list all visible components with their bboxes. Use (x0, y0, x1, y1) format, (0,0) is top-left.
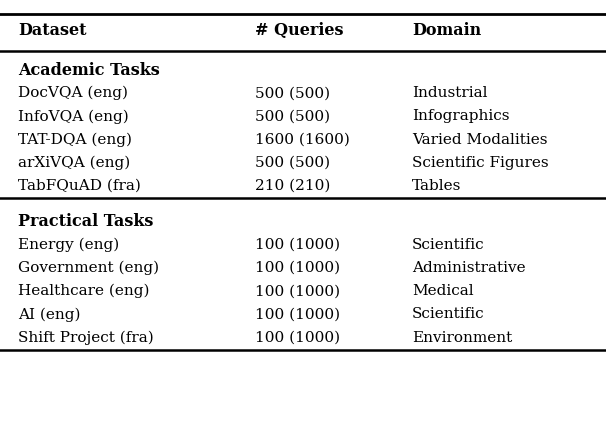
Text: 100 (1000): 100 (1000) (255, 330, 339, 345)
Text: Medical: Medical (412, 284, 474, 298)
Text: Scientific: Scientific (412, 238, 485, 252)
Text: Administrative: Administrative (412, 261, 526, 275)
Text: 100 (1000): 100 (1000) (255, 307, 339, 322)
Text: Environment: Environment (412, 330, 512, 345)
Text: Academic Tasks: Academic Tasks (18, 62, 160, 78)
Text: Scientific: Scientific (412, 307, 485, 322)
Text: 500 (500): 500 (500) (255, 86, 330, 100)
Text: 210 (210): 210 (210) (255, 179, 330, 193)
Text: 500 (500): 500 (500) (255, 109, 330, 124)
Text: Infographics: Infographics (412, 109, 510, 124)
Text: Government (eng): Government (eng) (18, 261, 159, 275)
Text: TAT-DQA (eng): TAT-DQA (eng) (18, 132, 132, 147)
Text: 100 (1000): 100 (1000) (255, 284, 339, 298)
Text: AI (eng): AI (eng) (18, 307, 81, 322)
Text: Shift Project (fra): Shift Project (fra) (18, 330, 154, 345)
Text: 1600 (1600): 1600 (1600) (255, 132, 350, 147)
Text: Domain: Domain (412, 22, 481, 39)
Text: # Queries: # Queries (255, 22, 343, 39)
Text: 100 (1000): 100 (1000) (255, 238, 339, 252)
Text: Dataset: Dataset (18, 22, 87, 39)
Text: DocVQA (eng): DocVQA (eng) (18, 86, 128, 100)
Text: arXiVQA (eng): arXiVQA (eng) (18, 156, 130, 170)
Text: 100 (1000): 100 (1000) (255, 261, 339, 275)
Text: InfoVQA (eng): InfoVQA (eng) (18, 109, 129, 124)
Text: TabFQuAD (fra): TabFQuAD (fra) (18, 179, 141, 193)
Text: Industrial: Industrial (412, 86, 488, 100)
Text: Scientific Figures: Scientific Figures (412, 156, 548, 170)
Text: Practical Tasks: Practical Tasks (18, 213, 153, 230)
Text: Energy (eng): Energy (eng) (18, 238, 119, 252)
Text: Healthcare (eng): Healthcare (eng) (18, 284, 150, 298)
Text: Tables: Tables (412, 179, 461, 193)
Text: Varied Modalities: Varied Modalities (412, 132, 548, 147)
Text: 500 (500): 500 (500) (255, 156, 330, 170)
